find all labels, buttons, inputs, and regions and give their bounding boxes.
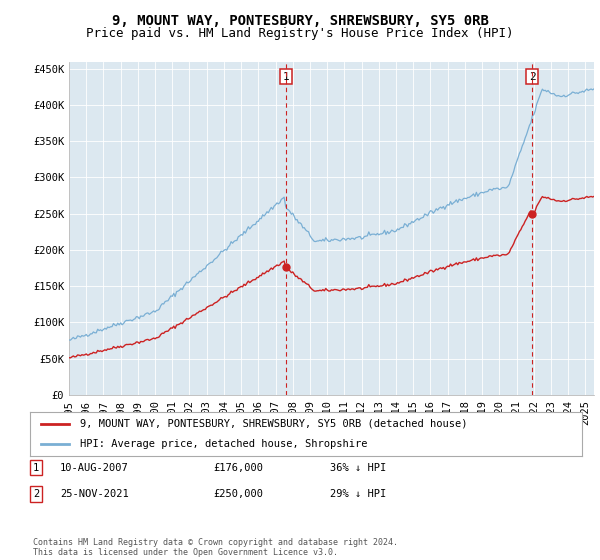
Text: 10-AUG-2007: 10-AUG-2007 (60, 463, 129, 473)
Text: 2: 2 (529, 72, 535, 82)
Text: HPI: Average price, detached house, Shropshire: HPI: Average price, detached house, Shro… (80, 439, 367, 449)
Text: 25-NOV-2021: 25-NOV-2021 (60, 489, 129, 499)
Text: 29% ↓ HPI: 29% ↓ HPI (330, 489, 386, 499)
Text: £250,000: £250,000 (213, 489, 263, 499)
Text: 36% ↓ HPI: 36% ↓ HPI (330, 463, 386, 473)
Text: Price paid vs. HM Land Registry's House Price Index (HPI): Price paid vs. HM Land Registry's House … (86, 27, 514, 40)
Text: Contains HM Land Registry data © Crown copyright and database right 2024.
This d: Contains HM Land Registry data © Crown c… (33, 538, 398, 557)
Text: 2: 2 (33, 489, 39, 499)
Text: £176,000: £176,000 (213, 463, 263, 473)
Text: 9, MOUNT WAY, PONTESBURY, SHREWSBURY, SY5 0RB: 9, MOUNT WAY, PONTESBURY, SHREWSBURY, SY… (112, 14, 488, 28)
Text: 1: 1 (283, 72, 289, 82)
Text: 1: 1 (33, 463, 39, 473)
Text: 9, MOUNT WAY, PONTESBURY, SHREWSBURY, SY5 0RB (detached house): 9, MOUNT WAY, PONTESBURY, SHREWSBURY, SY… (80, 419, 467, 429)
